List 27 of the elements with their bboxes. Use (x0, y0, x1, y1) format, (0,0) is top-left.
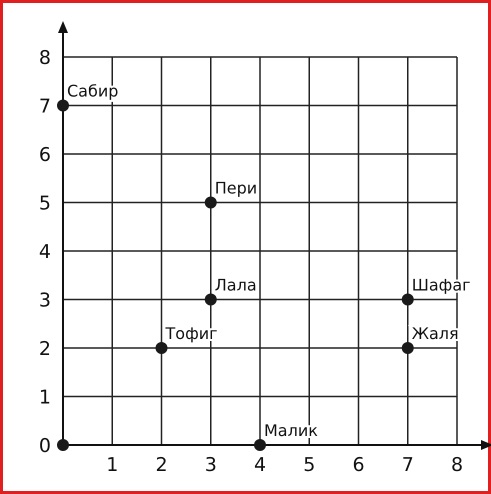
point (57, 100, 69, 112)
point (204, 294, 217, 306)
annotation: Лала (214, 276, 257, 294)
point (204, 196, 217, 208)
y-tick-label: 7 (38, 96, 51, 118)
point (402, 342, 414, 354)
x-tick-label: 7 (402, 454, 414, 476)
point (57, 439, 69, 451)
x-tick-label: 4 (254, 454, 266, 476)
y-tick-label: 3 (38, 290, 51, 312)
y-tick-label: 1 (38, 386, 51, 408)
point (156, 342, 168, 354)
annotation: Пери (214, 178, 258, 198)
y-tick-label: 2 (38, 338, 51, 360)
point (402, 294, 414, 306)
y-tick-label: 5 (38, 192, 51, 214)
y-tick-label: 4 (38, 241, 51, 263)
point (254, 439, 266, 451)
x-tick-label: 3 (204, 454, 217, 476)
x-tick-label: 1 (106, 454, 118, 476)
x-tick-label: 5 (303, 454, 316, 476)
y-tick-label: 6 (38, 144, 51, 166)
y-tick-label: 0 (38, 435, 51, 457)
y-tick-label: 8 (38, 47, 51, 69)
x-tick-label: 2 (155, 454, 168, 476)
x-tick-label: 6 (352, 454, 365, 476)
x-tick-label: 8 (450, 454, 464, 476)
